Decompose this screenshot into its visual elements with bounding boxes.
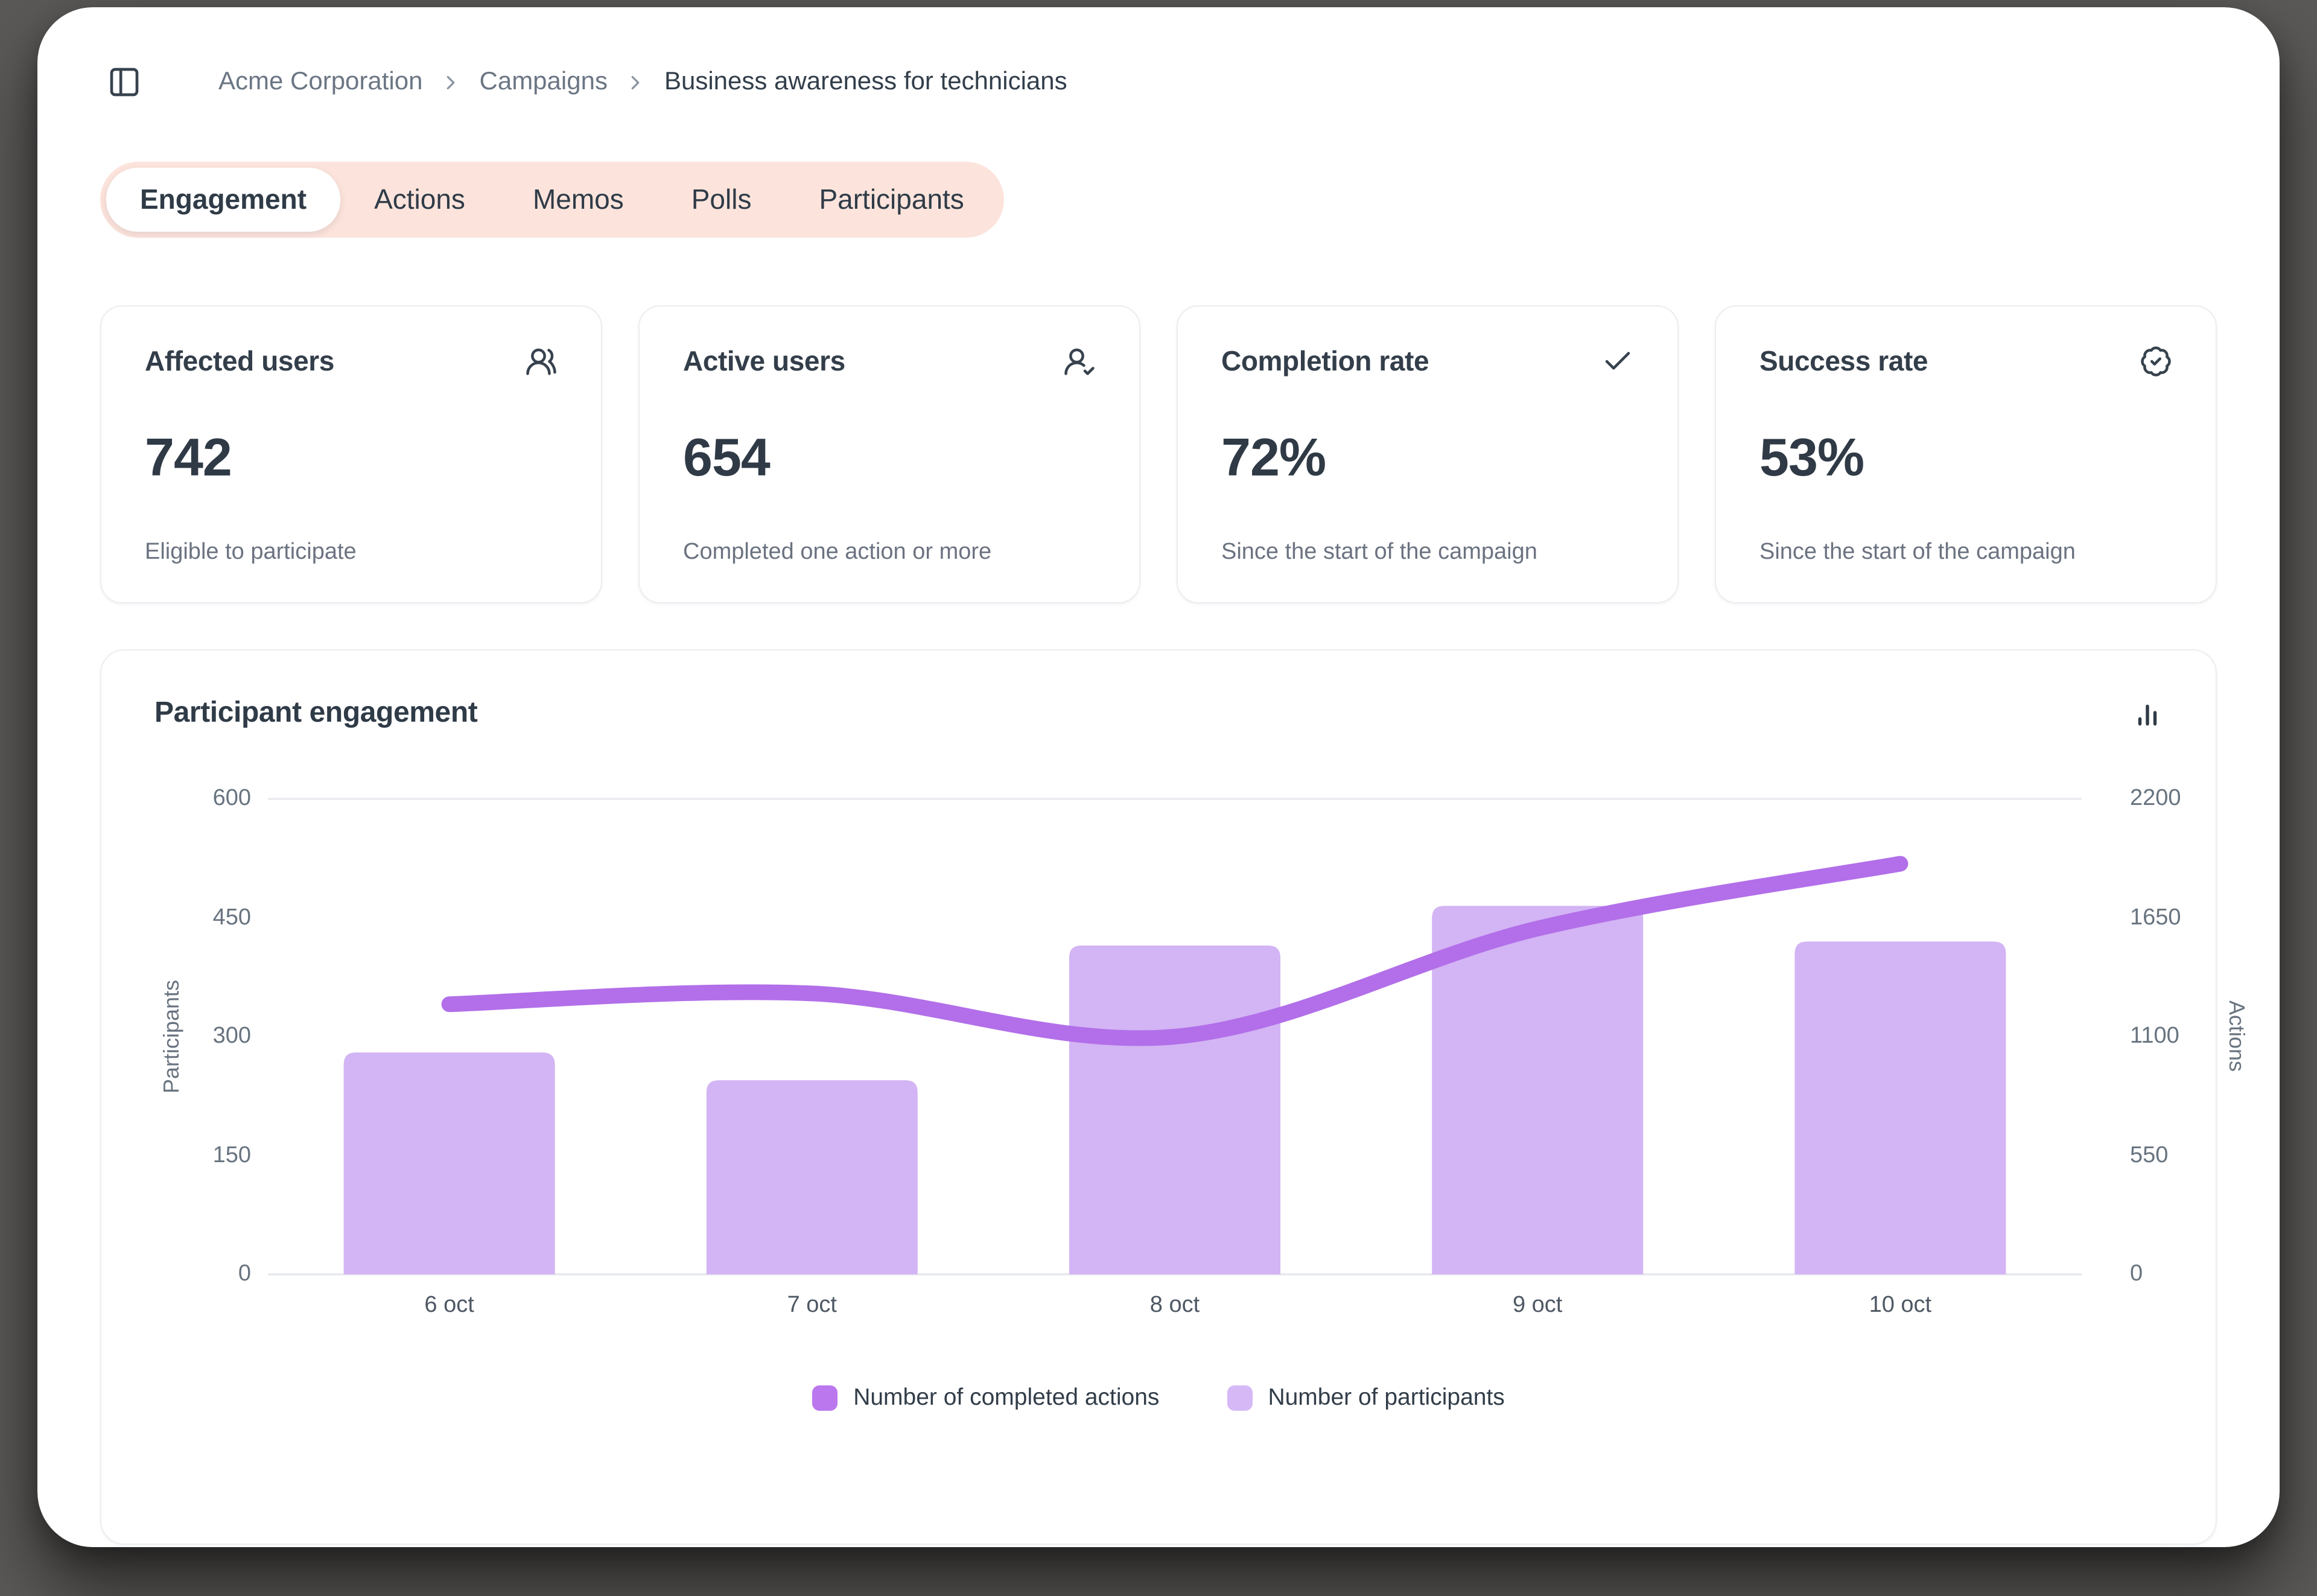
badge-check-icon: [2140, 345, 2172, 378]
stat-card-title: Completion rate: [1221, 345, 1429, 377]
breadcrumb-item-organization[interactable]: Acme Corporation: [218, 68, 423, 95]
axis-tick-label: 550: [2130, 1142, 2169, 1168]
user-check-icon: [1063, 345, 1096, 378]
stat-card-value: 72%: [1221, 428, 1326, 488]
breadcrumb: Acme Corporation Campaigns Business awar…: [66, 56, 2251, 109]
bar-10-oct: [1794, 941, 2006, 1274]
stat-cards-row: Affected users 742 Eligible to participa…: [66, 305, 2251, 603]
stat-card-value: 53%: [1759, 428, 1864, 488]
right-axis-ticks: 0 550 1100 1650 2200: [2113, 786, 2219, 1286]
axis-tick-label: 1650: [2130, 905, 2181, 930]
chart-plot-region: Participants 0 150 300 450 600 6 oct 7 oct 8 o…: [154, 786, 2249, 1319]
stat-card-title: Affected users: [145, 345, 334, 377]
axis-tick-label: 600: [212, 786, 251, 811]
tab-bar: Engagement Actions Memos Polls Participa…: [100, 162, 1004, 238]
completed-actions-line: [441, 856, 1909, 1046]
left-axis-ticks: 0 150 300 450 600: [188, 786, 268, 1286]
stat-card-success-rate: Success rate 53% Since the start of the …: [1715, 305, 2217, 603]
users-icon: [525, 345, 558, 378]
axis-tick-label: 0: [238, 1261, 251, 1286]
stat-card-affected-users: Affected users 742 Eligible to participa…: [100, 305, 602, 603]
bar-chart-icon[interactable]: [2132, 698, 2163, 728]
legend-item-participants: Number of participants: [1227, 1384, 1505, 1412]
chart-title: Participant engagement: [154, 696, 478, 729]
legend-label: Number of participants: [1268, 1384, 1505, 1411]
chart-legend: Number of completed actions Number of pa…: [154, 1384, 2163, 1412]
stat-card-caption: Completed one action or more: [683, 539, 992, 565]
tab-polls[interactable]: Polls: [658, 168, 786, 232]
bar-7-oct: [706, 1080, 918, 1274]
tab-participants[interactable]: Participants: [785, 168, 997, 232]
stat-card-caption: Eligible to participate: [145, 539, 357, 565]
chevron-right-icon: [440, 71, 463, 94]
bar-8-oct: [1069, 945, 1280, 1274]
legend-swatch-completed-actions: [812, 1385, 838, 1411]
app-window: Acme Corporation Campaigns Business awar…: [37, 7, 2280, 1547]
stat-card-value: 742: [145, 428, 232, 488]
chevron-right-icon: [625, 71, 647, 94]
stat-card-caption: Since the start of the campaign: [1221, 539, 1537, 565]
panel-left-icon: [107, 65, 141, 99]
axis-tick-label: 300: [212, 1023, 251, 1049]
right-axis-title: Actions: [2225, 1000, 2249, 1073]
x-axis-label: 6 oct: [424, 1292, 474, 1318]
check-icon: [1601, 345, 1634, 378]
legend-item-completed-actions: Number of completed actions: [812, 1384, 1159, 1412]
stat-card-completion-rate: Completion rate 72% Since the start of t…: [1177, 305, 1679, 603]
stat-card-active-users: Active users 654 Completed one action or…: [638, 305, 1140, 603]
bar-9-oct: [1432, 906, 1644, 1274]
breadcrumb-item-current: Business awareness for technicians: [664, 68, 1067, 95]
bar-6-oct: [343, 1052, 555, 1274]
tab-actions[interactable]: Actions: [340, 168, 499, 232]
legend-swatch-participants: [1227, 1385, 1253, 1411]
axis-tick-label: 0: [2130, 1261, 2143, 1286]
legend-label: Number of completed actions: [853, 1384, 1160, 1411]
x-axis-label: 8 oct: [1149, 1292, 1200, 1318]
axis-tick-label: 150: [212, 1142, 251, 1168]
stat-card-title: Success rate: [1759, 345, 1928, 377]
x-axis-labels: 6 oct 7 oct 8 oct 9 oct 10 oct: [268, 1292, 2082, 1319]
plot-area: 6 oct 7 oct 8 oct 9 oct 10 oct: [268, 798, 2082, 1319]
tab-memos[interactable]: Memos: [499, 168, 658, 232]
axis-tick-label: 2200: [2130, 786, 2181, 811]
axis-tick-label: 1100: [2130, 1023, 2179, 1049]
participant-engagement-card: Participant engagement Participants 0 150…: [100, 649, 2249, 1545]
breadcrumb-item-campaigns[interactable]: Campaigns: [479, 68, 608, 95]
tab-engagement[interactable]: Engagement: [106, 168, 341, 232]
sidebar-toggle-button[interactable]: [103, 60, 146, 104]
stat-card-caption: Since the start of the campaign: [1759, 539, 2076, 565]
left-axis-title: Participants: [159, 979, 183, 1094]
axis-tick-label: 450: [212, 905, 251, 930]
bars-and-line-chart: [268, 798, 2082, 1276]
x-axis-label: 10 oct: [1869, 1292, 1932, 1318]
x-axis-label: 9 oct: [1512, 1292, 1563, 1318]
stat-card-title: Active users: [683, 345, 845, 377]
breadcrumb-trail: Acme Corporation Campaigns Business awar…: [218, 68, 1067, 97]
x-axis-label: 7 oct: [787, 1292, 837, 1318]
stat-card-value: 654: [683, 428, 771, 488]
